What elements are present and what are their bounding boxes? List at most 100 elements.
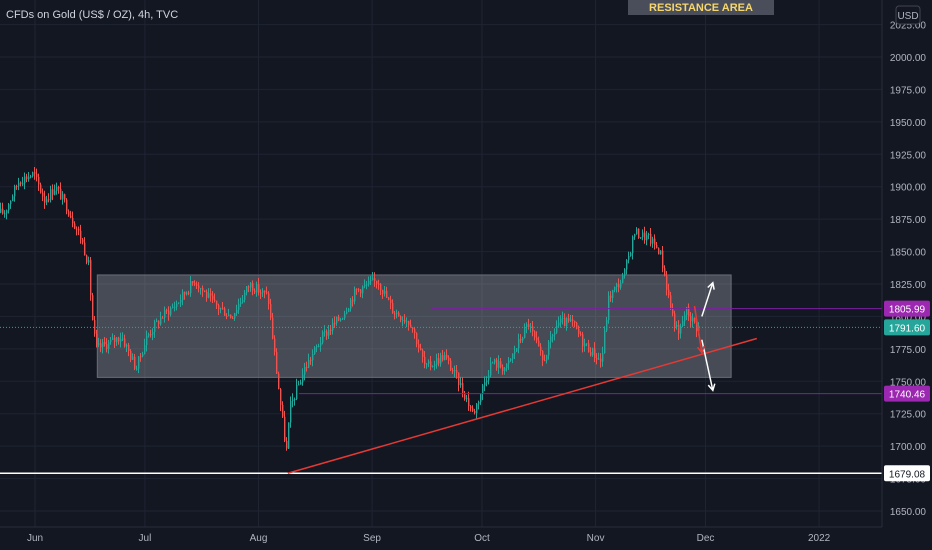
candle-down (668, 289, 670, 296)
candle-down (196, 284, 198, 286)
candle-up (602, 353, 604, 362)
resistance-area-annotation[interactable]: RESISTANCE AREA (628, 0, 774, 15)
candle-up (556, 325, 558, 333)
y-tick-label: 1700.00 (890, 442, 927, 453)
price-tag-label: 1679.08 (889, 469, 926, 480)
y-tick-label: 1875.00 (890, 215, 927, 226)
candle-up (238, 304, 240, 310)
candle-down (90, 260, 92, 296)
projection-arrow[interactable] (701, 282, 714, 317)
candle-up (50, 189, 52, 200)
candle-up (62, 194, 64, 200)
candle-down (266, 292, 268, 294)
candle-down (470, 406, 472, 409)
candle-up (30, 176, 32, 178)
candle-down (446, 354, 448, 358)
time-axis[interactable]: Jun Jul Aug Sep Oct Nov Dec 2022 (0, 526, 882, 550)
candle-down (532, 326, 534, 332)
candle-down (74, 223, 76, 229)
candle-down (206, 291, 208, 298)
candle-up (362, 286, 364, 294)
candle-down (464, 392, 466, 400)
candle-down (100, 343, 102, 348)
candle-down (276, 352, 278, 374)
candle-up (14, 185, 16, 197)
candle-up (170, 308, 172, 315)
candle-down (576, 322, 578, 329)
candle-down (124, 338, 126, 347)
candle-up (524, 326, 526, 338)
candle-up (646, 235, 648, 241)
candle-up (370, 280, 372, 282)
y-tick-label: 1950.00 (890, 118, 927, 129)
candle-up (176, 303, 178, 307)
y-tick-label: 1750.00 (890, 377, 927, 388)
candle-up (296, 385, 298, 400)
candle-up (484, 382, 486, 386)
candle-down (60, 188, 62, 200)
candle-up (372, 278, 374, 281)
price-axis[interactable]: 1650.001675.001700.001725.001750.001775.… (881, 0, 932, 550)
candle-down (442, 355, 444, 361)
candle-down (536, 337, 538, 341)
candle-up (302, 374, 304, 383)
candle-up (182, 291, 184, 301)
candle-down (270, 304, 272, 318)
candle-up (616, 284, 618, 287)
candle-up (634, 234, 636, 237)
candle-down (596, 358, 598, 360)
candle-down (468, 398, 470, 407)
candle-down (282, 404, 284, 417)
candle-up (514, 351, 516, 354)
candle-down (500, 361, 502, 368)
candle-down (232, 317, 234, 319)
candle-up (300, 382, 302, 385)
candle-up (348, 308, 350, 312)
candle-down (416, 333, 418, 345)
candle-up (608, 295, 610, 320)
candle-down (306, 367, 308, 369)
candle-down (104, 342, 106, 345)
candle-up (526, 324, 528, 327)
candle-up (478, 402, 480, 404)
candle-down (212, 295, 214, 300)
candle-up (560, 318, 562, 323)
candle-down (472, 408, 474, 411)
candle-up (290, 401, 292, 423)
arrow-head (707, 281, 715, 290)
candle-down (474, 410, 476, 414)
candle-down (538, 340, 540, 347)
candle-down (334, 322, 336, 324)
candle-up (642, 232, 644, 238)
currency-button[interactable]: USD (895, 5, 921, 25)
candle-up (322, 331, 324, 343)
currency-label: USD (897, 11, 918, 22)
candle-layer (0, 166, 700, 451)
candle-down (230, 314, 232, 318)
candle-up (548, 341, 550, 356)
candle-down (690, 316, 692, 322)
candle-down (588, 343, 590, 353)
candle-up (444, 354, 446, 361)
candle-down (252, 283, 254, 291)
candle-up (640, 237, 642, 239)
candle-up (180, 300, 182, 303)
candle-up (676, 324, 678, 327)
candle-up (396, 312, 398, 314)
trendline[interactable] (287, 337, 758, 474)
candle-up (552, 334, 554, 337)
y-tick-label: 1975.00 (890, 85, 927, 96)
candle-up (294, 399, 296, 401)
y-tick-label: 1800.00 (890, 312, 927, 323)
candle-up (298, 384, 300, 386)
candle-down (40, 184, 42, 193)
candle-up (190, 281, 192, 294)
red-arrow[interactable] (693, 305, 703, 353)
candle-up (292, 399, 294, 402)
candle-down (420, 347, 422, 351)
candle-up (434, 364, 436, 367)
candle-up (432, 366, 434, 368)
candle-up (604, 330, 606, 354)
candle-up (246, 286, 248, 293)
